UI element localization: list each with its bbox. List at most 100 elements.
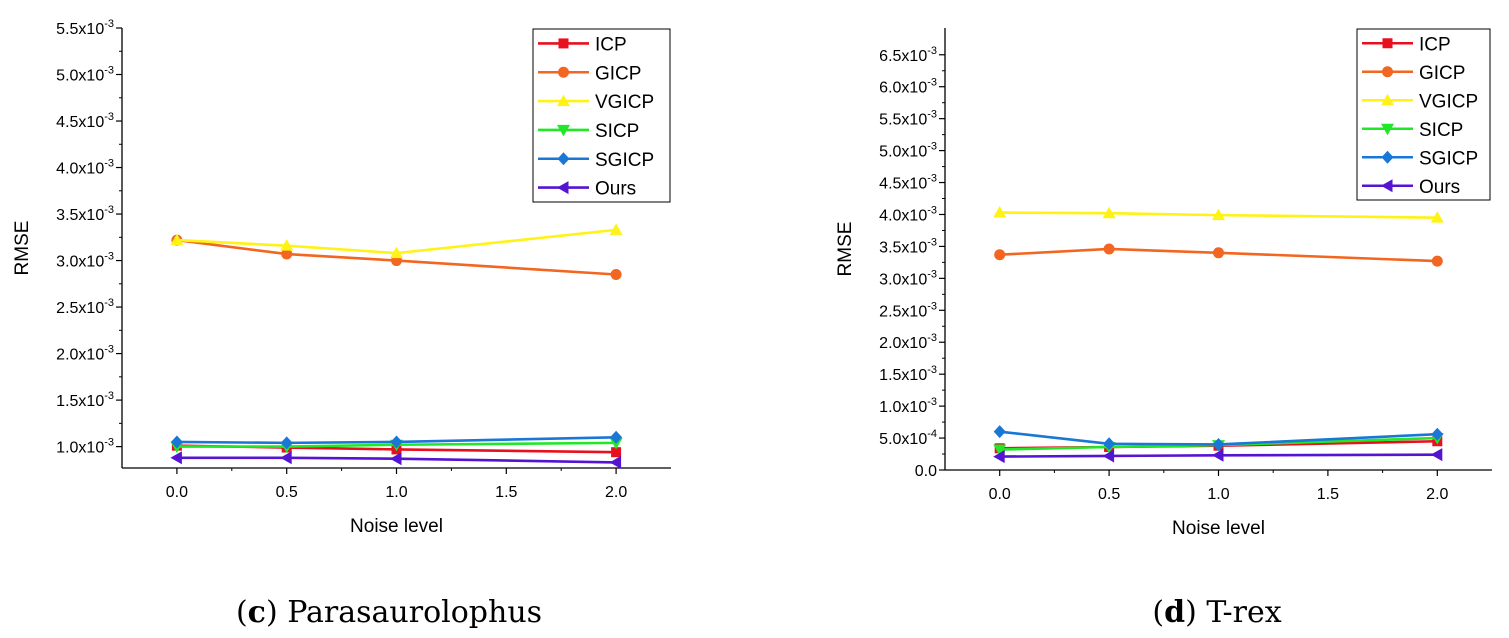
y-tick-label: 2.5x10-3 (56, 297, 114, 317)
chart-c: 1.0x10-3 1.5x10-3 2.0x10-3 2.5x10-3 3.0x10-3… (12, 18, 671, 630)
x-axis-title: Noise level (1172, 518, 1265, 539)
legend-swatch-marker (1382, 66, 1393, 78)
legend-swatch-marker (557, 152, 570, 166)
y-tick-label: 5.0x10-3 (56, 65, 114, 85)
data-point-gicp (1103, 243, 1115, 255)
legend-label-sgicp: SGICP (595, 150, 654, 171)
y-tick-label: 3.0x10-3 (879, 268, 937, 288)
y-tick-label: 3.0x10-3 (56, 251, 114, 271)
data-point-ours (1430, 448, 1443, 462)
data-point-ours (1212, 448, 1224, 462)
x-tick-label: 2.0 (605, 484, 627, 501)
y-tick-label: 3.5x10-3 (879, 236, 937, 256)
data-point-ours (609, 455, 622, 469)
data-point-ours (170, 451, 182, 465)
legend-label-ours: Ours (1419, 177, 1460, 198)
legend-label-vgicp: VGICP (595, 92, 654, 113)
legend-label-gicp: GICP (1419, 63, 1465, 84)
data-point-sgicp (390, 435, 403, 449)
data-point-sgicp (993, 425, 1006, 439)
series-line-sgicp (176, 436, 617, 445)
y-tick-label: 6.5x10-3 (879, 45, 937, 65)
data-point-ours (390, 452, 402, 466)
y-tick-label: 5.0x10-3 (879, 141, 937, 161)
legend-swatch-marker (1381, 93, 1394, 106)
chart-d: 0.0 5.0x10-4 1.0x10-3 1.5x10-3 2.0x10-3 2.5x1… (835, 28, 1492, 630)
data-point-vgicp (280, 239, 294, 251)
y-tick-label: 1.0x10-3 (879, 396, 937, 416)
legend-label-vgicp: VGICP (1419, 91, 1478, 112)
data-point-icp (611, 447, 622, 458)
y-tick-label: 6.0x10-3 (879, 77, 937, 97)
legend-swatch-marker (557, 181, 569, 195)
legend-box (1356, 28, 1491, 201)
series-line-gicp (176, 238, 617, 276)
legend-label-sicp: SICP (595, 121, 639, 142)
y-axis-title: RMSE (835, 222, 856, 277)
y-tick-label: 2.5x10-3 (879, 300, 937, 320)
y-tick-label: 5.5x10-3 (879, 109, 937, 129)
y-tick-label: 4.5x10-3 (56, 111, 114, 131)
x-tick-label: 1.5 (495, 484, 517, 501)
figure-caption: (c) Parasaurolophus (236, 595, 542, 630)
y-tick-label: 1.0x10-3 (56, 437, 114, 457)
y-tick-label: 2.0x10-3 (879, 332, 937, 352)
data-point-sgicp (1431, 427, 1444, 441)
series-line-sicp (176, 441, 617, 448)
data-point-gicp (1431, 255, 1443, 267)
data-point-gicp (281, 248, 293, 260)
data-point-vgicp (390, 246, 403, 259)
x-tick-label: 2.0 (1426, 486, 1448, 503)
y-tick-label: 4.0x10-3 (879, 204, 937, 224)
y-tick-label: 1.5x10-3 (56, 390, 114, 410)
data-point-sicp (993, 444, 1007, 457)
legend: ICP GICP VGICP SICP SGICP Ours (1356, 28, 1491, 201)
series-line-ours (999, 453, 1438, 458)
legend-swatch-marker (1382, 38, 1393, 49)
data-point-sgicp (170, 435, 183, 449)
series-line-vgicp (176, 228, 617, 255)
series-line-sicp (999, 436, 1438, 451)
y-tick-label: 4.0x10-3 (56, 158, 114, 178)
legend-swatch-marker (558, 66, 569, 78)
legend-swatch-marker (1381, 123, 1394, 136)
y-axis-title: RMSE (12, 221, 33, 276)
data-point-gicp (610, 269, 622, 281)
data-point-ours (1102, 449, 1115, 463)
series-line-gicp (999, 247, 1438, 263)
x-axis-title: Noise level (350, 516, 443, 537)
data-point-sgicp (610, 430, 623, 444)
data-point-vgicp (170, 233, 184, 246)
y-tick-label: 5.0x10-4 (879, 428, 937, 448)
data-point-vgicp (1212, 208, 1225, 221)
legend-label-ours: Ours (595, 179, 636, 200)
y-tick-label: 4.5x10-3 (879, 173, 937, 193)
series-line-sgicp (999, 430, 1438, 446)
legend-label-icp: ICP (595, 34, 627, 55)
y-tick-label: 3.5x10-3 (56, 204, 114, 224)
data-point-gicp (1213, 247, 1224, 259)
legend-swatch-marker (558, 38, 569, 49)
legend-label-gicp: GICP (595, 63, 641, 84)
data-point-ours (993, 450, 1005, 464)
data-point-sgicp (1212, 437, 1225, 451)
legend-swatch-marker (557, 124, 570, 137)
x-tick-label: 1.0 (1207, 486, 1229, 503)
legend-label-sgicp: SGICP (1419, 148, 1478, 169)
legend-box (532, 28, 671, 203)
y-tick-label: 1.5x10-3 (879, 364, 937, 384)
y-tick-label: 5.5x10-3 (56, 18, 114, 38)
legend-label-sicp: SICP (1419, 120, 1463, 141)
figure-caption: (d) T-rex (1152, 595, 1281, 630)
x-tick-label: 1.0 (385, 484, 407, 501)
y-tick-label: 0.0 (915, 463, 937, 480)
legend-swatch-marker (1381, 150, 1394, 164)
legend: ICP GICP VGICP SICP SGICP Ours (532, 28, 671, 203)
data-point-vgicp (1102, 206, 1116, 219)
data-point-vgicp (1430, 211, 1444, 223)
series-line-ours (176, 456, 617, 464)
x-tick-label: 0.0 (989, 486, 1011, 503)
x-tick-label: 0.0 (166, 484, 188, 501)
x-tick-label: 0.5 (1098, 486, 1120, 503)
